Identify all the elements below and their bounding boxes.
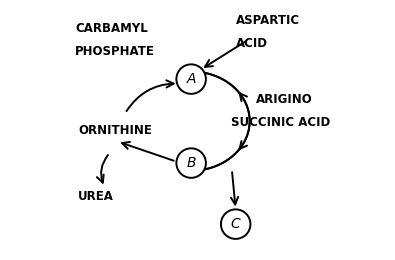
Text: ASPARTIC: ASPARTIC (236, 14, 300, 27)
Text: ORNITHINE: ORNITHINE (78, 124, 152, 136)
Text: ACID: ACID (236, 37, 268, 50)
Text: C: C (231, 217, 241, 231)
Text: PHOSPHATE: PHOSPHATE (75, 45, 155, 58)
Circle shape (177, 64, 206, 94)
Text: SUCCINIC ACID: SUCCINIC ACID (231, 116, 330, 129)
Text: A: A (186, 72, 196, 86)
Circle shape (177, 148, 206, 178)
Text: UREA: UREA (78, 190, 114, 203)
Text: B: B (186, 156, 196, 170)
Circle shape (221, 209, 250, 239)
Text: ARIGINO: ARIGINO (256, 93, 313, 106)
Text: CARBAMYL: CARBAMYL (75, 22, 148, 35)
